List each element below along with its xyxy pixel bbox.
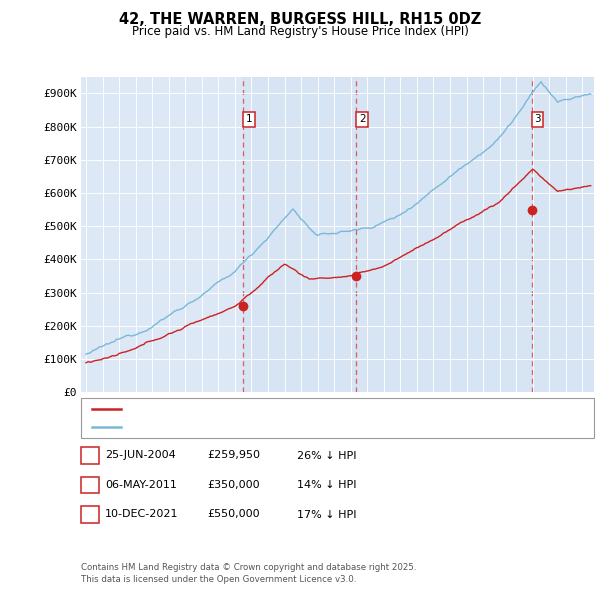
- Text: 25-JUN-2004: 25-JUN-2004: [105, 451, 176, 460]
- Bar: [532, 77, 594, 392]
- Text: 17% ↓ HPI: 17% ↓ HPI: [297, 510, 356, 519]
- Text: Price paid vs. HM Land Registry's House Price Index (HPI): Price paid vs. HM Land Registry's House …: [131, 25, 469, 38]
- Text: 14% ↓ HPI: 14% ↓ HPI: [297, 480, 356, 490]
- Text: 1: 1: [86, 451, 94, 460]
- Text: 42, THE WARREN, BURGESS HILL, RH15 0DZ (detached house): 42, THE WARREN, BURGESS HILL, RH15 0DZ (…: [127, 404, 452, 414]
- Text: 42, THE WARREN, BURGESS HILL, RH15 0DZ: 42, THE WARREN, BURGESS HILL, RH15 0DZ: [119, 12, 481, 27]
- Text: 3: 3: [86, 510, 94, 519]
- Text: 2: 2: [86, 480, 94, 490]
- Text: 10-DEC-2021: 10-DEC-2021: [105, 510, 179, 519]
- Text: 06-MAY-2011: 06-MAY-2011: [105, 480, 177, 490]
- Text: HPI: Average price, detached house, Mid Sussex: HPI: Average price, detached house, Mid …: [127, 421, 378, 431]
- Text: £259,950: £259,950: [207, 451, 260, 460]
- Text: Contains HM Land Registry data © Crown copyright and database right 2025.
This d: Contains HM Land Registry data © Crown c…: [81, 563, 416, 584]
- Text: 3: 3: [534, 114, 541, 124]
- Bar: [243, 77, 356, 392]
- Bar: [356, 77, 532, 392]
- Text: £550,000: £550,000: [207, 510, 260, 519]
- Text: £350,000: £350,000: [207, 480, 260, 490]
- Text: 1: 1: [245, 114, 252, 124]
- Text: 26% ↓ HPI: 26% ↓ HPI: [297, 451, 356, 460]
- Text: 2: 2: [359, 114, 365, 124]
